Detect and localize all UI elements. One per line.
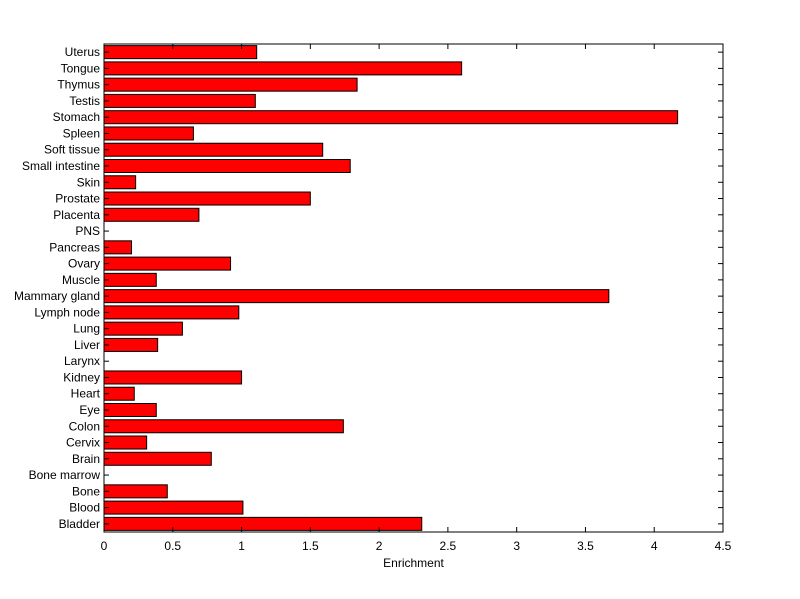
x-axis-label: Enrichment — [383, 556, 444, 570]
y-tick-label: Bladder — [59, 517, 100, 531]
bar-uterus — [103, 45, 258, 60]
bar-lymph-node — [103, 305, 240, 320]
bar-small-intestine — [103, 158, 351, 174]
y-tick-label: Bone — [72, 484, 100, 498]
bars-layer — [103, 45, 679, 531]
bar-spleen — [103, 126, 194, 141]
y-tick-label: Soft tissue — [44, 143, 100, 157]
y-tick-label: Lung — [73, 322, 100, 336]
axes-box — [103, 43, 724, 533]
tick-labels-layer: Bladder Blood Bone Bone marrow Brain Cervix Co… — [14, 45, 732, 553]
ticks-layer — [103, 44, 724, 532]
bar-brain — [103, 451, 212, 466]
bar-tongue — [103, 61, 463, 76]
y-tick-label: Mammary gland — [14, 289, 100, 303]
y-tick-label: Larynx — [64, 354, 100, 368]
x-tick-label: 3.5 — [577, 539, 594, 553]
y-tick-label: Muscle — [62, 273, 100, 287]
x-tick-label: 4.5 — [715, 539, 732, 553]
x-tick-label: 2.5 — [440, 539, 457, 553]
bar-kidney — [103, 370, 243, 385]
bar-liver — [103, 337, 159, 352]
y-tick-label: Liver — [74, 338, 100, 352]
y-tick-label: Thymus — [57, 78, 100, 92]
x-tick-label: 1 — [238, 539, 245, 553]
y-tick-label: Brain — [72, 452, 100, 466]
y-tick-label: Colon — [69, 419, 100, 433]
y-tick-label: Prostate — [55, 192, 100, 206]
bar-ovary — [103, 256, 232, 271]
y-tick-label: Spleen — [63, 126, 100, 140]
bar-muscle — [103, 272, 157, 287]
bar-bone — [103, 484, 168, 499]
bar-eye — [103, 402, 157, 417]
x-tick-label: 2 — [376, 539, 383, 553]
x-tick-label: 0 — [101, 539, 108, 553]
y-tick-label: Cervix — [66, 436, 100, 450]
y-tick-label: Skin — [77, 175, 100, 189]
y-tick-label: Heart — [71, 387, 101, 401]
x-tick-label: 4 — [651, 539, 658, 553]
x-tick-label: 0.5 — [164, 539, 181, 553]
y-tick-label: PNS — [75, 224, 100, 238]
bar-placenta — [103, 207, 200, 222]
bar-lung — [103, 321, 183, 336]
bar-soft-tissue — [103, 142, 324, 157]
y-tick-label: Tongue — [61, 61, 101, 75]
y-tick-label: Ovary — [68, 257, 100, 271]
bar-prostate — [103, 191, 311, 206]
y-tick-label: Stomach — [53, 110, 100, 124]
bar-colon — [103, 419, 344, 434]
bar-mammary-gland — [103, 289, 610, 304]
y-tick-label: Eye — [79, 403, 100, 417]
bar-blood — [103, 500, 244, 515]
y-tick-label: Uterus — [65, 45, 100, 59]
bar-cervix — [103, 435, 148, 450]
y-tick-label: Testis — [69, 94, 100, 108]
y-tick-label: Bone marrow — [29, 468, 101, 482]
y-tick-label: Lymph node — [34, 305, 100, 319]
bar-thymus — [103, 77, 358, 92]
bar-stomach — [103, 110, 679, 125]
bar-bladder — [103, 516, 423, 531]
x-tick-label: 1.5 — [302, 539, 319, 553]
y-tick-label: Blood — [69, 501, 100, 515]
bar-testis — [103, 93, 256, 108]
y-tick-label: Kidney — [63, 370, 100, 384]
y-tick-label: Small intestine — [22, 159, 100, 173]
x-tick-label: 3 — [513, 539, 520, 553]
y-tick-label: Placenta — [53, 208, 100, 222]
y-tick-label: Pancreas — [49, 240, 100, 254]
